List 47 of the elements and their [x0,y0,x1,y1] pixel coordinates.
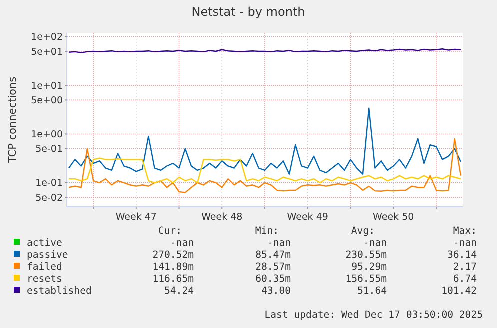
x-tick-label: Week 48 [202,212,243,223]
x-tick-label: Week 50 [373,212,414,223]
legend-label: resets [27,274,62,285]
text: -nan [170,238,194,249]
text: 101.42 [442,286,478,297]
y-tick-label: 1e+01 [31,80,63,92]
text: Max: [453,226,477,237]
text: Min: [255,226,279,237]
x-tick-label: Week 49 [287,212,328,223]
y-tick-label: 1e+00 [31,130,63,141]
y-tick-label: 1e+02 [31,32,63,44]
line-series [68,158,462,184]
text: 230.55m [346,250,388,261]
y-tick-label: 5e+01 [31,46,63,58]
y-tick-label: 5e-01 [36,144,63,156]
text: 85.47m [256,250,292,261]
text: Last update: Wed Dec 17 03:50:00 2025 [264,310,484,321]
text: 6.74 [453,274,478,285]
text: 51.64 [358,286,388,297]
y-tick-label: 1e-01 [36,178,63,190]
y-axis-title: TCP connections [7,76,19,164]
text: 116.65m [152,274,194,285]
y-tick-label: 5e-02 [36,192,63,204]
line-series [68,108,462,175]
text: 28.57m [256,262,292,273]
text: -nan [363,238,388,249]
legend-label: passive [27,250,68,261]
text: -nan [453,238,478,249]
x-tick-label: Week 47 [116,212,157,223]
text: 36.14 [448,250,478,261]
text: 60.35m [256,274,292,285]
text: -nan [267,238,292,249]
legend-label: established [27,286,92,297]
text: 141.89m [152,262,194,273]
text: Cur: [158,226,182,237]
text: Avg: [351,226,375,237]
text: 54.24 [164,286,194,297]
legend-label: failed [27,262,62,273]
chart-title: Netstat - by month [192,5,306,19]
line-series [68,138,462,194]
legend-label: active [27,238,62,249]
text: 270.52m [152,250,194,261]
text: 2.17 [453,262,478,273]
text: 95.29m [352,262,388,273]
text: 43.00 [262,286,292,297]
y-tick-label: 5e+00 [31,96,63,107]
text: 156.55m [346,274,388,285]
